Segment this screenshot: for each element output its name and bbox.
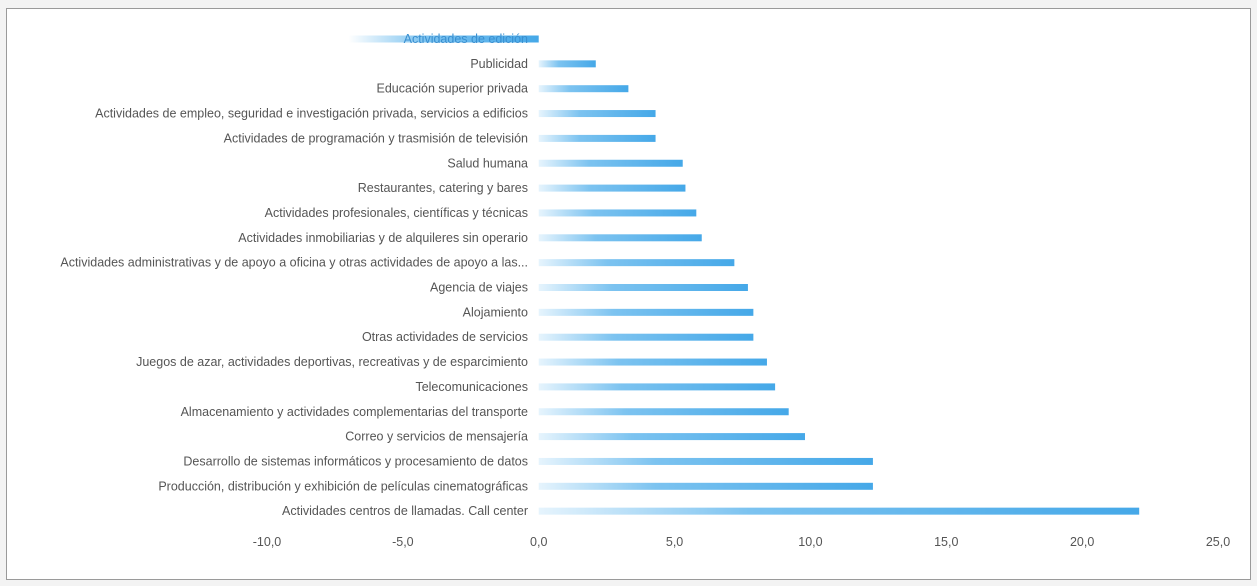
x-tick-label: -10,0 bbox=[253, 535, 282, 549]
category-label: Actividades de programación y trasmisión… bbox=[224, 131, 528, 145]
category-label: Actividades profesionales, científicas y… bbox=[265, 206, 528, 220]
bar bbox=[538, 482, 873, 490]
category-label: Educación superior privada bbox=[377, 82, 529, 96]
category-label: Publicidad bbox=[470, 57, 528, 71]
category-label: Actividades de edición bbox=[404, 32, 528, 46]
category-label: Desarrollo de sistemas informáticos y pr… bbox=[183, 454, 528, 468]
category-label: Actividades inmobiliarias y de alquilere… bbox=[238, 231, 528, 245]
category-label: Almacenamiento y actividades complementa… bbox=[181, 405, 528, 419]
category-label: Telecomunicaciones bbox=[415, 380, 528, 394]
category-label: Alojamiento bbox=[463, 305, 528, 319]
x-axis-ticks: -10,0 -5,0 0,0 5,0 10,0 15,0 20,0 25,0 bbox=[253, 535, 1230, 549]
bar bbox=[538, 333, 754, 341]
x-tick-label: 20,0 bbox=[1070, 535, 1094, 549]
category-label: Actividades de empleo, seguridad e inves… bbox=[95, 107, 528, 121]
bar bbox=[538, 234, 702, 242]
category-label: Actividades centros de llamadas. Call ce… bbox=[282, 504, 528, 518]
bar bbox=[538, 209, 697, 217]
category-label: Juegos de azar, actividades deportivas, … bbox=[136, 355, 528, 369]
x-tick-label: 25,0 bbox=[1206, 535, 1230, 549]
x-tick-label: 5,0 bbox=[666, 535, 683, 549]
bar bbox=[538, 159, 683, 167]
bar bbox=[538, 110, 656, 118]
bar bbox=[538, 457, 873, 465]
bar bbox=[538, 259, 735, 267]
bar-chart: Actividades de edición Publicidad Educació… bbox=[60, 32, 1230, 549]
x-tick-label: 10,0 bbox=[798, 535, 822, 549]
category-label: Producción, distribución y exhibición de… bbox=[158, 479, 528, 493]
x-tick-label: -5,0 bbox=[392, 535, 414, 549]
bar bbox=[538, 184, 686, 192]
bar bbox=[538, 408, 789, 416]
category-label: Otras actividades de servicios bbox=[362, 330, 528, 344]
chart-frame: Actividades de edición Publicidad Educació… bbox=[6, 8, 1251, 580]
bar bbox=[538, 358, 767, 366]
bars-layer bbox=[348, 35, 1140, 515]
category-labels: Actividades de edición Publicidad Educació… bbox=[60, 32, 528, 518]
bar bbox=[538, 60, 596, 68]
bar bbox=[538, 85, 629, 93]
category-label: Actividades administrativas y de apoyo a… bbox=[60, 256, 528, 270]
category-label: Restaurantes, catering y bares bbox=[358, 181, 528, 195]
bar bbox=[538, 433, 805, 441]
bar bbox=[538, 308, 754, 316]
bar bbox=[348, 35, 539, 43]
bar bbox=[538, 507, 1140, 515]
x-tick-label: 0,0 bbox=[530, 535, 547, 549]
bar bbox=[538, 284, 748, 291]
bar bbox=[538, 383, 776, 391]
x-tick-label: 15,0 bbox=[934, 535, 958, 549]
category-label: Correo y servicios de mensajería bbox=[345, 430, 528, 444]
bar bbox=[538, 134, 656, 142]
category-label: Salud humana bbox=[447, 156, 528, 170]
category-label: Agencia de viajes bbox=[430, 281, 528, 295]
